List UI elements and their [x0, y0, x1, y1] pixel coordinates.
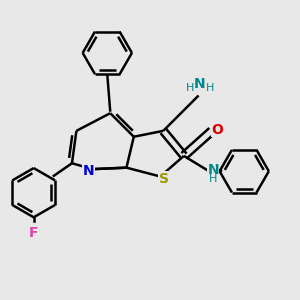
Text: H: H — [209, 174, 218, 184]
Text: F: F — [29, 226, 38, 240]
Text: O: O — [211, 123, 223, 137]
Text: H: H — [186, 83, 194, 93]
Text: H: H — [206, 83, 214, 93]
Text: N: N — [208, 163, 219, 177]
Text: N: N — [83, 164, 94, 178]
Text: S: S — [159, 172, 169, 186]
Text: N: N — [194, 77, 206, 91]
